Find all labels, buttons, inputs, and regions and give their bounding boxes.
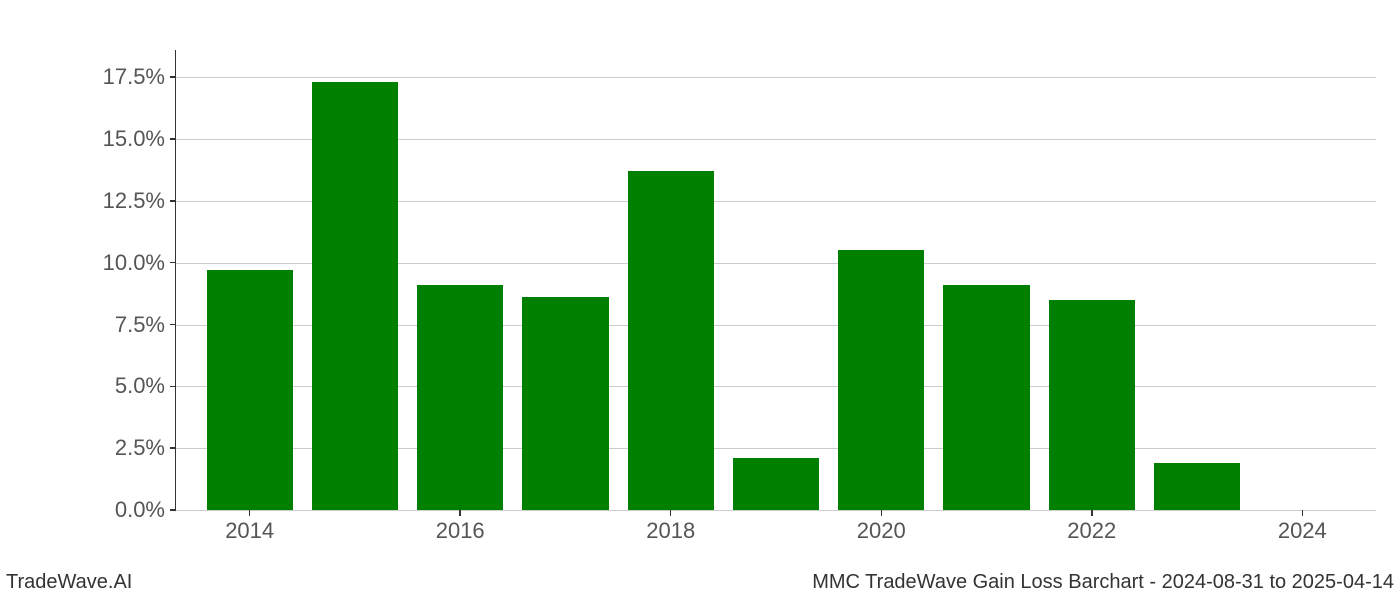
y-tick-mark <box>170 509 176 511</box>
y-tick-mark <box>170 324 176 326</box>
x-tick-mark <box>249 510 251 516</box>
bar <box>943 285 1029 510</box>
y-tick-mark <box>170 447 176 449</box>
gridline <box>176 510 1376 511</box>
y-tick-label: 5.0% <box>65 373 165 399</box>
y-tick-label: 7.5% <box>65 312 165 338</box>
x-tick-label: 2020 <box>857 518 906 544</box>
bar <box>628 171 714 510</box>
y-tick-mark <box>170 262 176 264</box>
bar <box>733 458 819 510</box>
x-tick-label: 2016 <box>436 518 485 544</box>
y-tick-label: 10.0% <box>65 250 165 276</box>
footer-right-text: MMC TradeWave Gain Loss Barchart - 2024-… <box>812 571 1394 594</box>
y-tick-label: 0.0% <box>65 497 165 523</box>
x-tick-label: 2018 <box>646 518 695 544</box>
x-tick-mark <box>670 510 672 516</box>
bar <box>838 250 924 510</box>
y-tick-label: 15.0% <box>65 126 165 152</box>
y-tick-mark <box>170 76 176 78</box>
bar <box>522 297 608 510</box>
x-tick-mark <box>459 510 461 516</box>
x-tick-label: 2014 <box>225 518 274 544</box>
bar <box>207 270 293 510</box>
bar <box>312 82 398 510</box>
bar-chart: 201420162018202020222024 <box>175 50 1376 511</box>
y-tick-label: 17.5% <box>65 64 165 90</box>
chart-area: 201420162018202020222024 <box>175 50 1375 510</box>
x-tick-mark <box>1091 510 1093 516</box>
bar <box>1154 463 1240 510</box>
y-tick-label: 12.5% <box>65 188 165 214</box>
bar <box>1049 300 1135 510</box>
x-tick-label: 2024 <box>1278 518 1327 544</box>
x-tick-label: 2022 <box>1067 518 1116 544</box>
gridline <box>176 77 1376 78</box>
footer-left-text: TradeWave.AI <box>6 571 132 594</box>
x-tick-mark <box>1302 510 1304 516</box>
y-tick-mark <box>170 386 176 388</box>
y-tick-mark <box>170 138 176 140</box>
y-tick-label: 2.5% <box>65 435 165 461</box>
bar <box>417 285 503 510</box>
x-tick-mark <box>881 510 883 516</box>
y-tick-mark <box>170 200 176 202</box>
